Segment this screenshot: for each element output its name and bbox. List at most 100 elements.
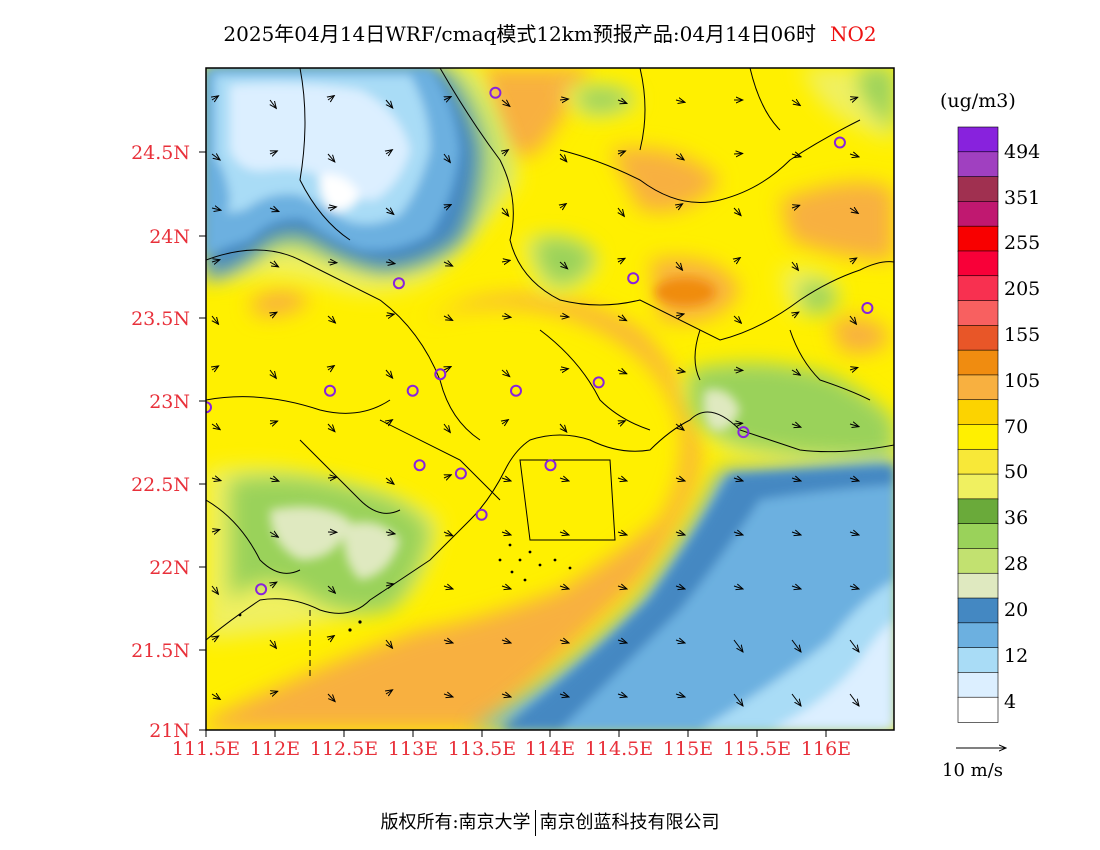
legend-level: 105 [1004,370,1041,392]
wind-arrow [211,154,220,160]
wind-arrow [386,690,393,694]
wind-arrow [211,478,221,481]
wind-arrow [211,208,221,210]
wind-arrow [385,262,395,264]
wind-arrow [327,477,337,478]
footer-left: 版权所有:南京大学 [380,812,531,833]
wind-arrow [211,530,220,533]
map-title: 2025年04月14日WRF/cmaq模式12km预报产品:04月14日06时 N… [0,18,1100,47]
x-tick-label: 115E [662,738,714,760]
wind-arrow [676,261,683,270]
wind-arrow [559,640,569,643]
wind-arrow [327,262,337,263]
legend-level: 28 [1004,553,1029,575]
wind-arrow [733,693,743,706]
wind-arrow [385,584,394,586]
wind-arrow [327,693,335,702]
wind-arrow [327,153,335,162]
footer-right: 南京创蓝科技有限公司 [539,812,720,833]
station-marker [489,86,502,99]
legend-level: 205 [1004,278,1041,300]
wind-arrow [559,261,568,269]
wind-arrow [733,315,741,323]
wind-arrow [328,96,334,100]
station-marker [510,384,522,397]
title-text: 2025年04月14日WRF/cmaq模式12km预报产品:04月14日06时 [223,22,816,46]
wind-arrow [850,315,856,324]
x-tick-label: 111.5E [171,738,241,760]
wind-arrow [559,694,569,697]
legend-unit: (ug/m3) [940,90,1016,112]
wind-arrow [791,639,801,652]
wind-arrow [269,421,278,424]
y-tick-label: 21N [149,720,190,742]
wind-arrow [733,423,743,424]
wind-arrow [270,582,277,586]
legend-level: 36 [1004,507,1029,529]
y-tick-label: 24N [149,226,190,248]
x-tick-label: 113.5E [447,738,517,760]
wind-arrow [617,151,626,154]
wind-arrow [501,694,511,697]
wind-arrow [269,262,279,267]
legend-level: 255 [1004,232,1041,254]
wind-arrow [269,532,278,537]
wind-arrow [385,478,394,484]
wind-arrow [212,315,219,324]
legend-color-box [957,151,999,178]
wind-arrow [617,640,627,643]
wind-arrow [328,366,334,370]
legend-color-box [957,498,999,525]
wind-arrow [444,367,451,371]
wind-arrow [559,423,567,432]
wind-arrow [849,97,858,100]
legend-level: 4 [1004,691,1017,713]
wind-arrow [211,424,220,430]
wind-arrow [559,316,569,317]
legend-color-box [957,647,999,674]
wind-arrow [211,260,220,262]
y-tick-label: 22N [149,557,190,579]
wind-arrow [791,370,800,375]
wind-arrow [617,694,627,697]
y-tick-label: 21.5N [131,640,190,662]
wind-arrow [501,370,510,377]
legend-color-box [957,696,999,723]
wind-arrow [733,639,743,652]
legend-color-box [957,672,999,699]
wind-arrow [791,154,801,157]
wind-arrow [791,532,801,535]
y-tick-label: 23N [149,391,190,413]
wind-arrow [501,207,509,216]
legend-color-box [957,349,999,376]
wind-arrow [676,204,683,208]
wind-arrow [559,532,569,535]
wind-arrow [386,420,393,424]
station-marker [454,467,467,480]
wind-arrow [212,636,219,640]
wind-arrow [270,99,276,108]
reference-vector-label: 10 m/s [942,760,1003,781]
wind-arrow [444,153,450,163]
wind-arrow [443,586,453,589]
wind-arrow [617,100,627,103]
wind-arrow [675,640,685,643]
wind-arrow [212,96,219,100]
wind-arrow [617,478,627,481]
legend-color-box [957,300,999,327]
station-marker [544,459,557,472]
legend-color-box [957,374,999,401]
station-marker [475,508,488,521]
wind-arrow [733,478,743,481]
legend-color-box [957,325,999,351]
wind-arrow [501,478,511,481]
wind-arrow [385,369,393,378]
legend-color-box [957,523,999,550]
wind-arrow [212,366,219,370]
station-marker [392,277,405,290]
wind-arrow [559,99,569,100]
wind-arrow [327,423,335,432]
legend-level: 494 [1004,141,1041,163]
wind-arrow [560,204,566,208]
wind-arrow [675,694,685,697]
